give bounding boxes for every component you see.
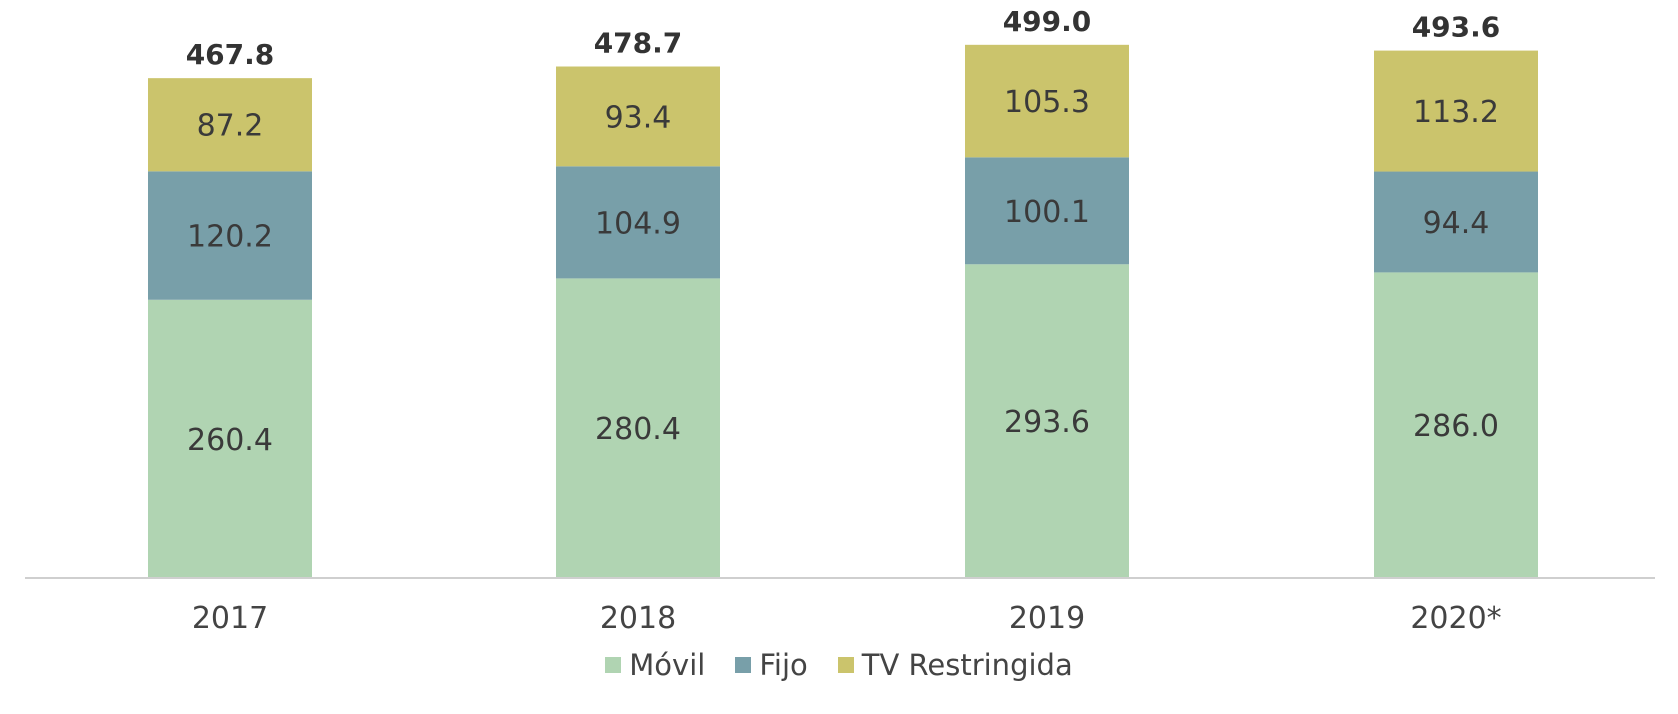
- bar-segment-movil-2018: [556, 278, 720, 578]
- x-tick-label-2019: 2019: [1009, 601, 1085, 636]
- legend-item-tv-restringida: TV Restringida: [837, 648, 1073, 682]
- total-label-2018: 478.7: [594, 27, 683, 60]
- bars-group: 260.4 120.2 87.2 467.8 280.4 104.9 93.4 478.7 29…: [148, 5, 1538, 578]
- x-tick-label-2018: 2018: [600, 601, 676, 636]
- data-label-movil-2017: 260.4: [187, 423, 273, 458]
- data-label-fijo-2020: 94.4: [1423, 206, 1490, 241]
- data-label-tv-restringida-2020: 113.2: [1413, 95, 1499, 130]
- total-label-2019: 499.0: [1003, 5, 1092, 38]
- x-axis-ticks: 2017 2018 2019 2020*: [192, 601, 1502, 636]
- bar-segment-tv-restringida-2020: [1374, 50, 1538, 172]
- data-label-tv-restringida-2017: 87.2: [197, 109, 264, 144]
- legend-item-fijo: Fijo: [735, 648, 808, 682]
- bar-segment-fijo-2020: [1374, 171, 1538, 273]
- legend-label-fijo: Fijo: [759, 648, 808, 682]
- bar-segment-tv-restringida-2017: [148, 78, 312, 172]
- bar-segment-movil-2019: [965, 264, 1129, 578]
- legend: Móvil Fijo TV Restringida: [0, 648, 1678, 682]
- bar-segment-movil-2017: [148, 299, 312, 578]
- data-label-tv-restringida-2018: 93.4: [605, 100, 672, 135]
- bar-segment-fijo-2017: [148, 171, 312, 300]
- data-label-tv-restringida-2019: 105.3: [1004, 85, 1090, 120]
- data-label-fijo-2018: 104.9: [595, 206, 681, 241]
- total-label-2020: 493.6: [1412, 11, 1501, 44]
- data-label-movil-2020: 286.0: [1413, 409, 1499, 444]
- legend-label-tv-restringida: TV Restringida: [861, 648, 1073, 682]
- legend-item-movil: Móvil: [605, 648, 705, 682]
- bar-segment-movil-2020: [1374, 272, 1538, 578]
- legend-swatch-fijo: [735, 657, 752, 673]
- x-tick-label-2020: 2020*: [1410, 601, 1501, 636]
- legend-swatch-movil: [605, 657, 622, 673]
- data-label-movil-2018: 280.4: [595, 412, 681, 447]
- data-label-movil-2019: 293.6: [1004, 405, 1090, 440]
- legend-label-movil: Móvil: [629, 648, 706, 682]
- bar-segment-tv-restringida-2019: [965, 44, 1129, 158]
- data-label-fijo-2017: 120.2: [187, 220, 273, 255]
- data-label-fijo-2019: 100.1: [1004, 195, 1090, 230]
- bar-segment-fijo-2018: [556, 166, 720, 279]
- x-tick-label-2017: 2017: [192, 601, 268, 636]
- legend-swatch-tv-restringida: [837, 657, 854, 673]
- bar-segment-tv-restringida-2018: [556, 66, 720, 167]
- total-label-2017: 467.8: [186, 38, 275, 71]
- bar-segment-fijo-2019: [965, 157, 1129, 265]
